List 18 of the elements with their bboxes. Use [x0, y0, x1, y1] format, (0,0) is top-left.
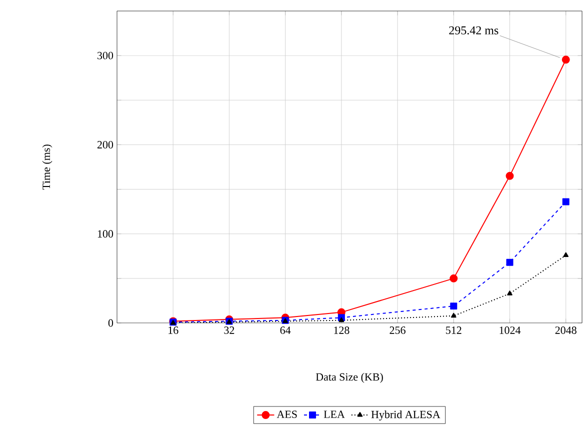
- y-axis-title: Time (ms): [42, 144, 52, 190]
- x-tick-label: 32: [224, 326, 234, 334]
- y-tick-label: 200: [97, 141, 114, 148]
- annotation: 295.42 ms: [449, 26, 498, 34]
- y-tick-label: 100: [98, 230, 114, 238]
- x-tick-label: 256: [390, 326, 406, 334]
- x-tick-label: 1024: [500, 326, 521, 334]
- legend-label: Hybrid ALESA: [371, 410, 440, 420]
- x-tick-label: 16: [168, 326, 178, 334]
- x-tick-label: 128: [334, 326, 350, 334]
- x-tick-label: 64: [280, 326, 291, 334]
- y-tick-label: 300: [98, 52, 114, 60]
- x-tick-label: 2048: [555, 326, 576, 334]
- legend-label: LEA: [324, 410, 345, 418]
- y-tick-label: 0: [108, 319, 114, 327]
- legend-label: AES: [276, 410, 297, 418]
- x-tick-label: 512: [446, 326, 462, 334]
- x-axis-title: Data Size (KB): [316, 372, 383, 383]
